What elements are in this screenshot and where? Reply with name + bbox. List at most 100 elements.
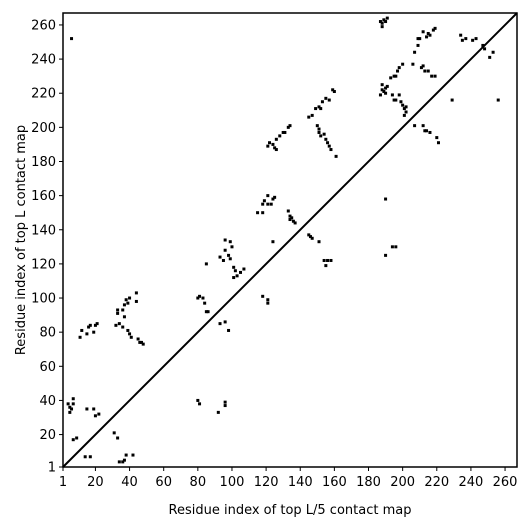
contact-point [66,402,70,406]
contact-point [131,453,135,457]
contact-point [290,216,294,220]
contact-point [426,69,430,73]
contact-point [433,26,437,30]
contact-point [435,136,439,140]
contact-point [401,62,405,66]
contact-point [266,144,270,148]
contact-point [401,103,405,107]
contact-point [324,264,328,268]
contact-point [71,402,75,406]
contact-point [324,137,328,141]
contact-point [332,90,336,94]
x-tick-label: 1 [59,475,67,490]
x-tick-label: 140 [288,475,313,490]
x-tick-label: 220 [424,475,449,490]
contact-point [242,267,246,271]
contact-point [413,124,417,128]
x-tick-label: 160 [322,475,347,490]
contact-point [281,130,285,134]
contact-point [230,245,234,249]
contact-point [122,303,126,307]
contact-point [80,328,84,332]
contact-point [331,88,335,92]
contact-point [416,43,420,47]
contact-point [327,98,331,102]
contact-point [121,460,125,464]
contact-point [283,130,287,134]
contact-point [320,100,324,104]
contact-point [223,404,227,408]
contact-point [141,342,145,346]
contact-point [460,38,464,42]
x-tick-label: 120 [254,475,279,490]
y-tick-label: 100 [31,292,56,307]
contact-point [394,245,398,249]
y-tick-label: 260 [31,18,56,33]
contact-point [140,340,144,344]
contact-point [317,130,321,134]
x-tick-label: 40 [121,475,138,490]
contact-point [317,105,321,109]
contact-point [273,195,277,199]
contact-point [124,298,128,302]
contact-point [464,37,468,41]
contact-point [488,55,492,59]
x-axis-ticks: 1 20 40 60 80 100 120 140 160 180 200 220 240 260 [59,467,518,490]
contact-point [117,322,121,326]
contact-point [92,407,96,411]
contact-point [399,100,403,104]
contact-point [421,124,425,128]
diagonal-line [62,12,518,468]
contact-point [324,96,328,100]
contact-point [68,410,72,414]
contact-point [397,66,401,70]
x-tick-label: 100 [220,475,245,490]
contact-point [428,33,432,37]
contact-point [116,311,120,315]
y-tick-label: 220 [31,87,56,102]
contact-point [266,202,270,206]
contact-point [326,141,330,145]
contact-point [392,74,396,78]
contact-point [394,98,398,102]
contact-point [384,91,388,95]
contact-point [121,325,125,329]
contact-point [129,335,133,339]
y-tick-label: 80 [39,326,56,341]
contact-points [66,16,500,464]
contact-point [71,397,75,401]
x-tick-label: 180 [356,475,381,490]
contact-point [75,436,79,440]
contact-point [227,328,231,332]
contact-point [126,301,130,305]
contact-point [266,194,270,198]
plot-frame [62,12,518,468]
contact-point [256,211,260,215]
contact-point [70,37,74,41]
contact-point [286,209,290,213]
contact-point [218,255,222,259]
contact-point [138,340,142,344]
x-tick-label: 260 [493,475,518,490]
contact-point [114,323,118,327]
contact-point [402,107,406,111]
contact-point [322,132,326,136]
contact-point [411,62,415,66]
contact-point [385,84,389,88]
contact-point [216,410,220,414]
contact-point [196,398,200,402]
contact-point [286,125,290,129]
contact-point [384,86,388,90]
contact-point [128,332,132,336]
contact-point [68,405,72,409]
contact-point [307,115,311,119]
contact-point [293,221,297,225]
contact-point [221,258,225,262]
contact-point [459,33,463,37]
contact-point [95,322,99,326]
contact-point [232,265,236,269]
contact-point [384,197,388,201]
contact-point [421,30,425,34]
